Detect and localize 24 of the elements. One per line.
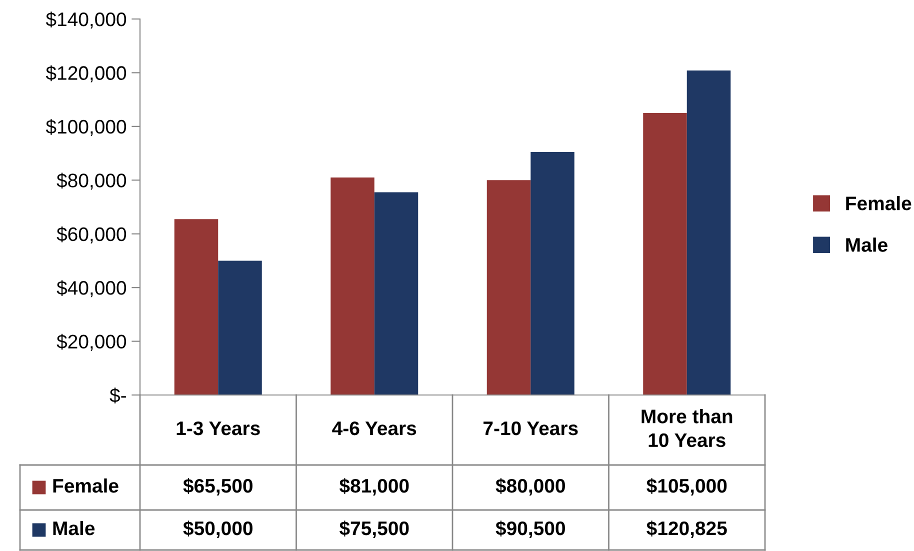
y-tick-label: $100,000 [46,119,126,136]
legend-label: Female [53,478,118,493]
x-tick-label: 4-6 Years [332,421,416,436]
x-tick-label: 7-10 Years [484,421,578,436]
y-tick-label: $60,000 [56,226,126,244]
data-label: $105,000 [646,478,727,496]
data-label: $80,000 [496,478,565,496]
y-tick-label: $140,000 [46,12,126,29]
data-label: $50,000 [183,520,252,538]
text: Male [53,520,95,536]
y-tick-label: $20,000 [56,334,126,351]
y-tick-label: $80,000 [56,172,126,190]
data-label: $65,500 [183,478,252,496]
y-tick-label: $- [110,388,126,404]
x-tick-label: More than 10 Years [642,409,732,448]
data-label: $120,825 [646,520,727,538]
data-label: $75,500 [339,520,409,538]
legend-label: Male [846,238,888,252]
x-tick-label: 1-3 Years [176,421,260,436]
y-tick-label: $120,000 [46,65,126,82]
data-label: $90,500 [496,520,565,538]
data-label: $81,000 [339,478,409,496]
text: Female [846,196,912,210]
y-tick-label: $40,000 [56,280,126,298]
